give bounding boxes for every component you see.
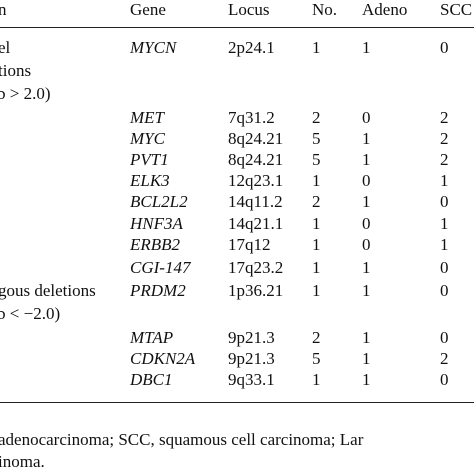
gene-cell: PRDM2 — [130, 281, 186, 300]
header-cell: Locus — [228, 0, 270, 19]
gene-cell: CDKN2A — [130, 349, 196, 368]
cell: 1 — [312, 38, 321, 57]
cell: 2 — [440, 349, 449, 368]
gene-cell: PVT1 — [130, 150, 169, 169]
cell: 0 — [362, 214, 371, 233]
gene-cell: BCL2L2 — [130, 192, 188, 211]
cell: 2 — [312, 108, 321, 127]
cell: 2 — [312, 192, 321, 211]
cell: 5 — [312, 129, 321, 148]
cell: 14q11.2 — [228, 192, 283, 211]
cell: 0 — [440, 258, 449, 277]
header-cell: Adeno — [362, 0, 408, 19]
cell: 0 — [440, 281, 449, 300]
cell: 2 — [440, 150, 449, 169]
cell: 1 — [312, 235, 321, 254]
cell: 0 — [362, 108, 371, 127]
cell: 0 — [440, 328, 449, 347]
cell: 1 — [362, 150, 371, 169]
cell: 1 — [362, 349, 371, 368]
cell: 5 — [312, 150, 321, 169]
cell: 0 — [362, 171, 371, 190]
cell: 0 — [440, 38, 449, 57]
row-label: gous deletions — [0, 281, 96, 300]
cell: 8q24.21 — [228, 129, 284, 148]
cell: 1 — [362, 281, 371, 300]
cell: 2p24.1 — [228, 38, 275, 57]
cell: 7q31.2 — [228, 108, 275, 127]
cell: 1 — [440, 171, 449, 190]
cell: 12q23.1 — [228, 171, 284, 190]
cell: 1 — [440, 214, 449, 233]
cell: 2 — [440, 108, 449, 127]
cell: 2 — [312, 328, 321, 347]
cell: 1 — [440, 235, 449, 254]
cell: 1 — [312, 258, 321, 277]
cell: 14q21.1 — [228, 214, 284, 233]
cell: 1 — [362, 192, 371, 211]
cell: 1 — [312, 214, 321, 233]
cell: 5 — [312, 349, 321, 368]
footnote: adenocarcinoma; SCC, squamous cell carci… — [0, 430, 364, 449]
cell: 1 — [312, 281, 321, 300]
bottom-rule — [0, 402, 474, 403]
cell: 1 — [362, 370, 371, 389]
gene-cell: CGI-147 — [130, 258, 191, 277]
cell: 9q33.1 — [228, 370, 275, 389]
header-cell: No. — [312, 0, 338, 19]
cell: 1 — [312, 171, 321, 190]
gene-cell: MTAP — [130, 328, 174, 347]
gene-cell: MYC — [130, 129, 165, 148]
cell: 1 — [362, 258, 371, 277]
gene-cell: ERBB2 — [130, 235, 181, 254]
footnote: inoma. — [0, 452, 45, 471]
cell: 1 — [312, 370, 321, 389]
row-label: ɔ > 2.0) — [0, 84, 51, 103]
cell: 0 — [440, 192, 449, 211]
row-label: tions — [0, 61, 32, 80]
row-label: el — [0, 38, 11, 57]
gene-cell: HNF3A — [130, 214, 183, 233]
gene-cell: MET — [130, 108, 164, 127]
cell: 2 — [440, 129, 449, 148]
cell: 0 — [362, 235, 371, 254]
gene-cell: DBC1 — [130, 370, 173, 389]
cell: 1 — [362, 38, 371, 57]
row-label: ɔ < −2.0) — [0, 304, 61, 323]
cell: 9p21.3 — [228, 349, 275, 368]
gene-cell: MYCN — [130, 38, 177, 57]
header-rule — [0, 27, 474, 28]
cell: 8q24.21 — [228, 150, 284, 169]
cell: 1 — [362, 328, 371, 347]
cell: 9p21.3 — [228, 328, 275, 347]
gene-cell: ELK3 — [130, 171, 170, 190]
cell: 1 — [362, 129, 371, 148]
header-cell: Gene — [130, 0, 166, 19]
header-cell: n — [0, 0, 7, 19]
cell: 0 — [440, 370, 449, 389]
header-cell: SCC — [440, 0, 473, 19]
cell: 17q12 — [228, 235, 271, 254]
cell: 17q23.2 — [228, 258, 284, 277]
cell: 1p36.21 — [228, 281, 284, 300]
